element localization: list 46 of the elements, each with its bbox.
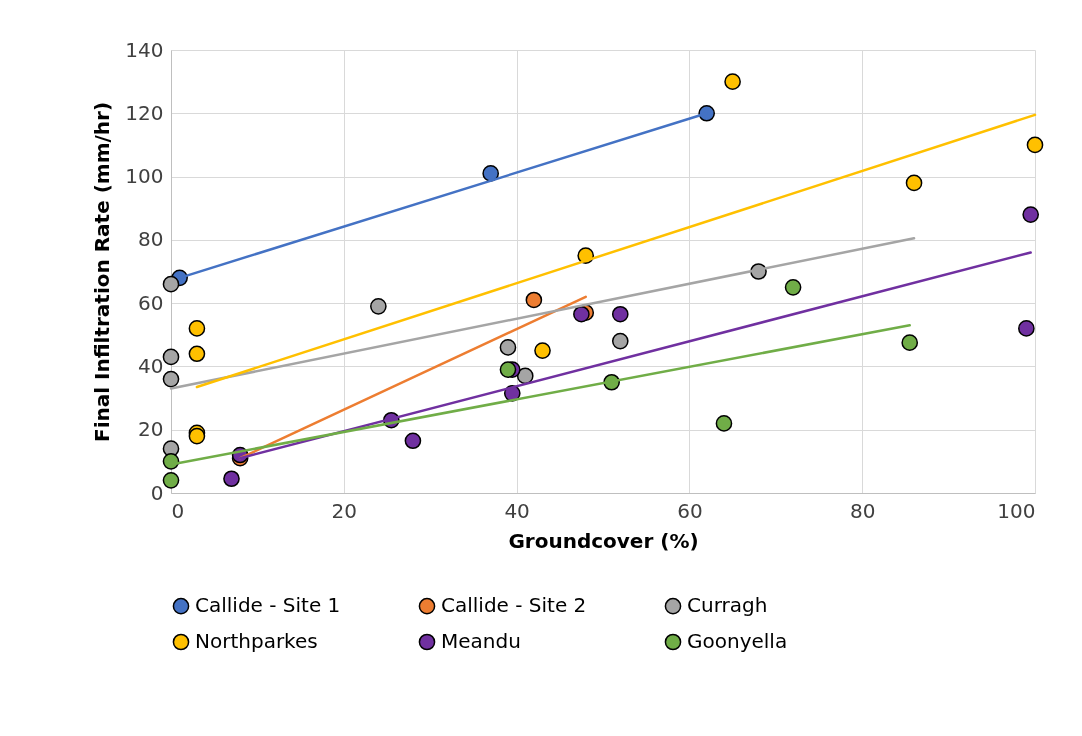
point — [370, 297, 387, 315]
point — [534, 342, 551, 359]
point — [162, 348, 180, 366]
y-tick-label: 40 — [138, 353, 164, 378]
y-tick-label: 100 — [125, 164, 164, 189]
point — [499, 361, 517, 378]
legend-label: Northparkes — [195, 629, 318, 653]
x-tick-label: 80 — [849, 498, 876, 523]
legend-label: Curragh — [687, 593, 768, 618]
x-tick-label: 20 — [331, 498, 358, 523]
y-tick-label: 120 — [125, 100, 164, 125]
x-axis-title: Groundcover (%) — [508, 528, 699, 553]
point — [404, 432, 422, 450]
x-tick-label: 0 — [171, 498, 185, 523]
x-tick-label: 100 — [997, 498, 1036, 523]
point — [162, 472, 180, 489]
point — [1026, 136, 1044, 154]
y-tick-label: 60 — [138, 290, 164, 315]
point — [573, 305, 590, 323]
legend-label: Callide - Site 2 — [441, 593, 587, 618]
x-tick-label: 40 — [504, 498, 530, 523]
y-tick-label: 0 — [150, 480, 164, 505]
point — [188, 320, 206, 337]
point — [162, 370, 180, 388]
point — [188, 345, 206, 363]
point — [611, 305, 629, 323]
point — [784, 279, 802, 296]
legend-label: Callide - Site 1 — [195, 593, 341, 618]
point — [1022, 206, 1040, 223]
point — [905, 174, 923, 192]
y-tick-label: 140 — [125, 37, 164, 62]
point — [611, 332, 629, 350]
y-tick-label: 80 — [138, 227, 164, 252]
point — [724, 73, 741, 90]
point — [499, 339, 517, 356]
y-tick-label: 20 — [138, 417, 164, 442]
point — [525, 291, 543, 309]
y-axis-title: Final Infiltration Rate (mm/hr) — [90, 101, 115, 443]
x-tick-label: 60 — [677, 498, 703, 523]
point — [223, 470, 240, 488]
legend-label: Meandu — [441, 629, 521, 653]
point — [162, 275, 180, 293]
point — [715, 415, 733, 432]
point — [901, 334, 919, 352]
legend-label: Goonyella — [687, 629, 788, 653]
point — [1018, 320, 1035, 337]
